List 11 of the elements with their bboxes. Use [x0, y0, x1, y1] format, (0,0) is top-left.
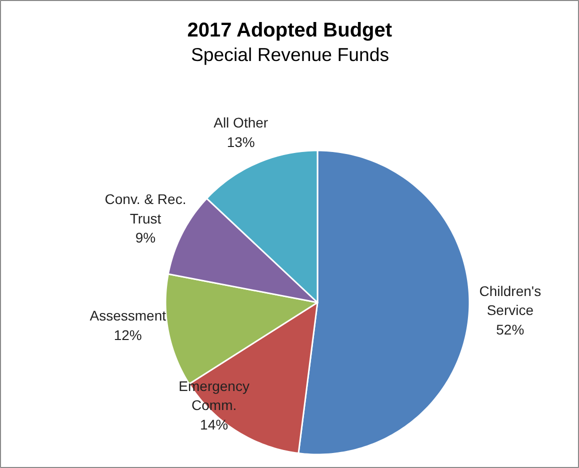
data-label: 14% [200, 416, 228, 432]
data-label: 9% [135, 230, 156, 246]
slice-label: Conv. & Rec. Trust [104, 191, 186, 226]
data-label: 12% [114, 326, 142, 343]
chart-title: 2017 Adopted Budget [187, 20, 392, 42]
data-label: 52% [496, 321, 524, 338]
chart-subtitle: Special Revenue Funds [190, 44, 390, 65]
slice-label: Children's Service [479, 282, 542, 318]
slice-label: All Other [214, 114, 268, 131]
slice-label: Assessment [90, 308, 166, 324]
data-label: 13% [226, 134, 255, 150]
